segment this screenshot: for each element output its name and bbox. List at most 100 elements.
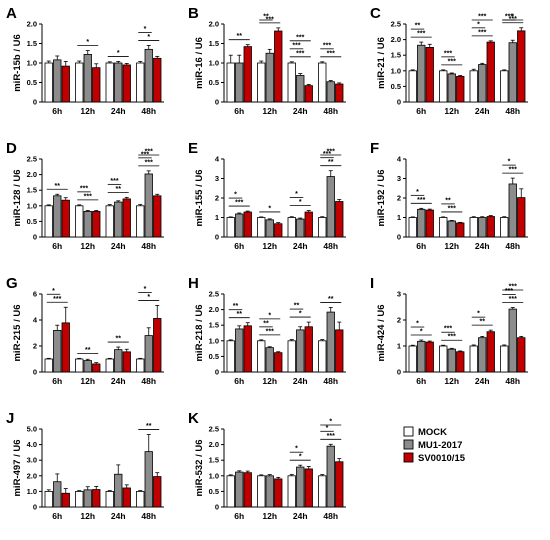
y-tick-label: 0.5 [27, 78, 37, 87]
bar-sv0010-15 [517, 337, 526, 373]
bar-mock [44, 205, 53, 238]
bar-mu1-2017 [478, 217, 487, 238]
bar-sv0010-15 [61, 492, 70, 508]
x-tick-label: 6h [416, 376, 426, 386]
bar-mock [469, 345, 478, 373]
bar-sv0010-15 [335, 329, 344, 373]
significance-label: *** [444, 326, 452, 333]
y-tick-label: 0.5 [27, 217, 37, 226]
y-tick-label: 2.0 [27, 471, 37, 480]
x-tick-label: 12h [80, 241, 95, 251]
x-tick-label: 24h [111, 106, 126, 116]
significance-label: ** [237, 311, 243, 318]
bar-sv0010-15 [243, 211, 252, 238]
bar-sv0010-15 [61, 199, 70, 238]
bar-mu1-2017 [53, 329, 62, 373]
y-tick-label: 2.5 [209, 425, 219, 434]
bar-mu1-2017 [53, 481, 62, 508]
bar-mu1-2017 [478, 64, 487, 103]
x-tick-label: 24h [293, 241, 308, 251]
significance-label: * [477, 311, 480, 318]
bar-mu1-2017 [417, 340, 426, 373]
x-tick-label: 24h [293, 376, 308, 386]
significance-label: * [52, 288, 55, 295]
x-tick-label: 12h [444, 376, 459, 386]
significance-label: ** [233, 303, 239, 310]
x-tick-label: 6h [52, 241, 62, 251]
bar-sv0010-15 [243, 325, 252, 373]
significance-label: *** [327, 433, 335, 440]
bar-mock [439, 217, 448, 238]
bar-sv0010-15 [304, 211, 313, 238]
bar-mu1-2017 [478, 337, 487, 373]
bar-mu1-2017 [265, 219, 274, 238]
y-tick-label: 2 [397, 194, 401, 203]
bar-mu1-2017 [326, 445, 335, 508]
x-tick-label: 48h [323, 106, 338, 116]
x-tick-label: 12h [262, 511, 277, 521]
bar-mock [500, 70, 509, 103]
y-tick-label: 4 [33, 316, 38, 325]
bar-mock [75, 205, 84, 238]
bar-mock [408, 217, 417, 238]
bar-mu1-2017 [53, 195, 62, 238]
y-tick-label: 3.0 [27, 456, 37, 465]
significance-label: *** [292, 42, 300, 49]
x-tick-label: 24h [475, 241, 490, 251]
x-tick-label: 12h [262, 376, 277, 386]
bar-mock [105, 490, 114, 508]
y-tick-label: 2.0 [27, 170, 37, 179]
bar-sv0010-15 [92, 363, 101, 373]
significance-label: * [416, 321, 419, 328]
y-axis-label: miR-218 / U6 [194, 304, 205, 361]
bar-mock [439, 70, 448, 103]
significance-label: ** [116, 186, 122, 193]
bar-mu1-2017 [508, 308, 517, 373]
y-tick-label: 0.5 [209, 78, 219, 87]
bar-sv0010-15 [456, 351, 465, 373]
y-tick-label: 2 [33, 342, 37, 351]
bar-sv0010-15 [517, 30, 526, 103]
bar-mock [257, 340, 266, 373]
bar-sv0010-15 [517, 197, 526, 238]
x-tick-label: 48h [323, 376, 338, 386]
bar-sv0010-15 [122, 64, 131, 103]
bar-mu1-2017 [114, 349, 123, 373]
bar-mock [44, 62, 53, 103]
bar-mock [318, 340, 327, 373]
significance-label: ** [263, 14, 269, 21]
panel-letter: I [370, 275, 374, 292]
legend-swatch [403, 439, 414, 450]
bar-sv0010-15 [122, 351, 131, 373]
bar-mock [136, 358, 145, 373]
y-tick-label: 4 [397, 155, 402, 164]
y-tick-label: 1.5 [209, 456, 219, 465]
significance-label: *** [448, 58, 456, 65]
y-tick-label: 0 [215, 503, 219, 512]
bar-sv0010-15 [425, 209, 434, 238]
significance-label: * [299, 454, 302, 461]
significance-label: *** [448, 205, 456, 212]
panel-letter: F [370, 140, 379, 157]
bar-mock [75, 358, 84, 373]
bar-mu1-2017 [144, 173, 153, 238]
bar-mock [287, 62, 296, 103]
y-tick-label: 0.5 [391, 82, 401, 91]
bar-mu1-2017 [447, 220, 456, 238]
significance-label: * [117, 50, 120, 57]
bar-mu1-2017 [447, 348, 456, 373]
bar-sv0010-15 [274, 352, 283, 373]
y-tick-label: 6 [33, 290, 37, 299]
y-tick-label: 1 [397, 213, 401, 222]
x-tick-label: 48h [505, 241, 520, 251]
bar-mock [226, 475, 235, 508]
y-axis-label: miR-21 / U6 [376, 37, 387, 89]
bar-sv0010-15 [304, 326, 313, 373]
significance-label: *** [80, 185, 88, 192]
